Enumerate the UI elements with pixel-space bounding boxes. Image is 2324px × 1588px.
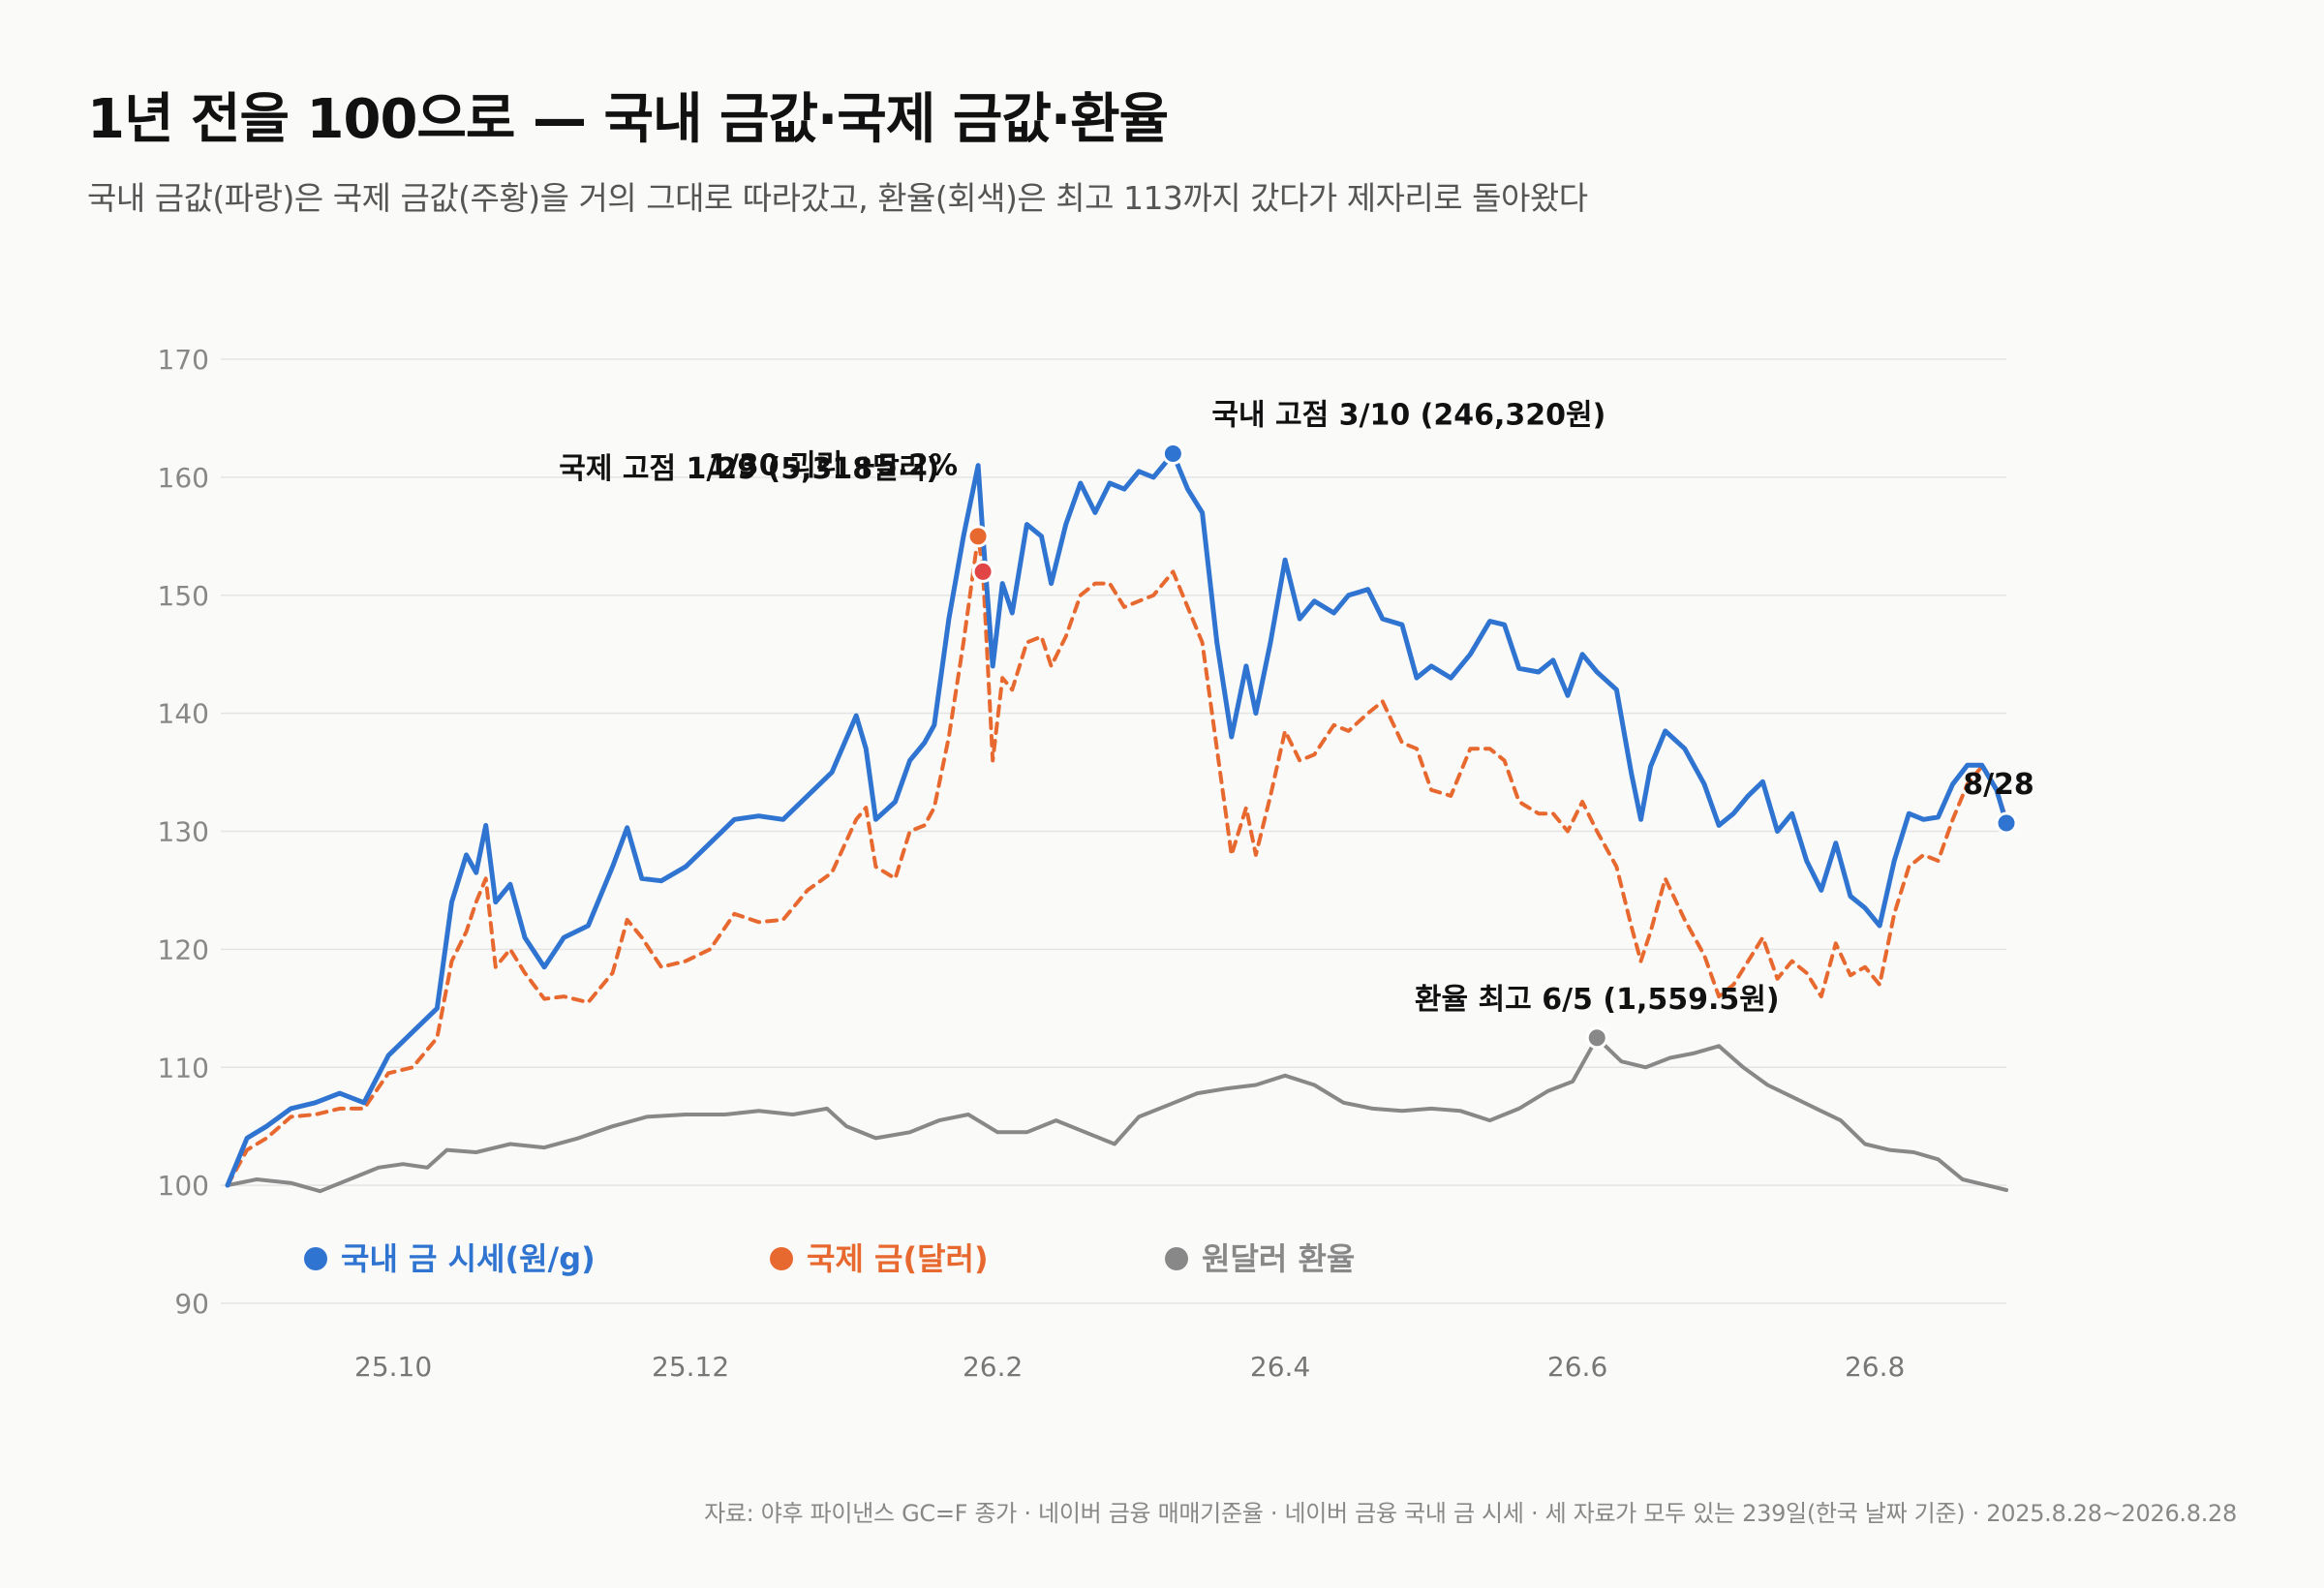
annotation-label: 국제 고점 1/29 (5,318달러) xyxy=(559,452,939,486)
legend-swatch-fx xyxy=(1165,1247,1188,1270)
x-tick-label: 25.12 xyxy=(652,1351,729,1383)
legend-label-domestic: 국내 금 시세(원/g) xyxy=(341,1240,596,1277)
y-tick-label: 170 xyxy=(158,344,209,376)
domestic-peak-marker xyxy=(1161,443,1184,465)
annotation-layer: 국내 고점 3/10 (246,320원) 국제 고점 1/29 (5,318달러… xyxy=(559,399,2034,1017)
page-title: 1년 전을 100으로 — 국내 금값·국제 금값·환율 xyxy=(87,88,1169,151)
legend-item-international: 국제 금(달러) xyxy=(770,1240,989,1277)
page-subtitle: 국내 금값(파랑)은 국제 금값(주황)을 거의 그대로 따라갔고, 환율(회색… xyxy=(87,179,1588,217)
y-axis: 170 160 150 140 130 120 110 100 90 xyxy=(158,344,209,1320)
legend-label-fx: 원달러 환율 xyxy=(1202,1240,1355,1277)
y-tick-label: 130 xyxy=(158,816,209,848)
source-note: 자료: 야후 파이낸스 GC=F 종가 · 네이버 금융 매매기준율 · 네이버… xyxy=(704,1500,2237,1527)
y-tick-label: 120 xyxy=(158,933,209,965)
legend-item-fx: 원달러 환율 xyxy=(1165,1240,1355,1277)
y-tick-label: 150 xyxy=(158,580,209,612)
x-tick-label: 26.2 xyxy=(963,1351,1023,1383)
x-tick-label: 25.10 xyxy=(354,1351,432,1383)
series-layer xyxy=(225,451,2009,1194)
x-tick-label: 26.6 xyxy=(1547,1351,1607,1383)
x-axis: 25.10 25.12 26.2 26.4 26.6 26.8 xyxy=(354,1351,1905,1383)
annotation-label: 환율 최고 6/5 (1,559.5원) xyxy=(1415,983,1780,1017)
y-tick-label: 110 xyxy=(158,1052,209,1084)
y-tick-label: 140 xyxy=(158,698,209,730)
last-point-marker xyxy=(1995,811,2018,835)
international-gold-line xyxy=(226,534,2008,1188)
fx-rate-line xyxy=(226,1035,2008,1194)
domestic-gold-line xyxy=(225,451,2009,1188)
divergence-marker xyxy=(971,560,994,583)
legend-item-domestic: 국내 금 시세(원/g) xyxy=(304,1240,596,1277)
annotation-label: 8/28 xyxy=(1963,768,2034,802)
legend-swatch-domestic xyxy=(304,1247,327,1270)
y-tick-label: 160 xyxy=(158,462,209,494)
x-tick-label: 26.4 xyxy=(1250,1351,1310,1383)
marker-layer xyxy=(966,443,2018,1050)
legend-label-international: 국제 금(달러) xyxy=(807,1240,989,1277)
fx-peak-marker xyxy=(1585,1026,1608,1050)
legend: 국내 금 시세(원/g) 국제 금(달러) 원달러 환율 xyxy=(304,1240,1355,1277)
legend-swatch-international xyxy=(770,1247,793,1270)
international-peak-marker xyxy=(966,525,990,548)
x-tick-label: 26.8 xyxy=(1845,1351,1905,1383)
annotation-label: 1/30 괴리 +5.2% xyxy=(708,448,958,482)
annotation-label: 국내 고점 3/10 (246,320원) xyxy=(1211,399,1605,433)
y-tick-label: 100 xyxy=(158,1170,209,1202)
grid xyxy=(221,358,2006,1304)
y-tick-label: 90 xyxy=(174,1288,209,1320)
